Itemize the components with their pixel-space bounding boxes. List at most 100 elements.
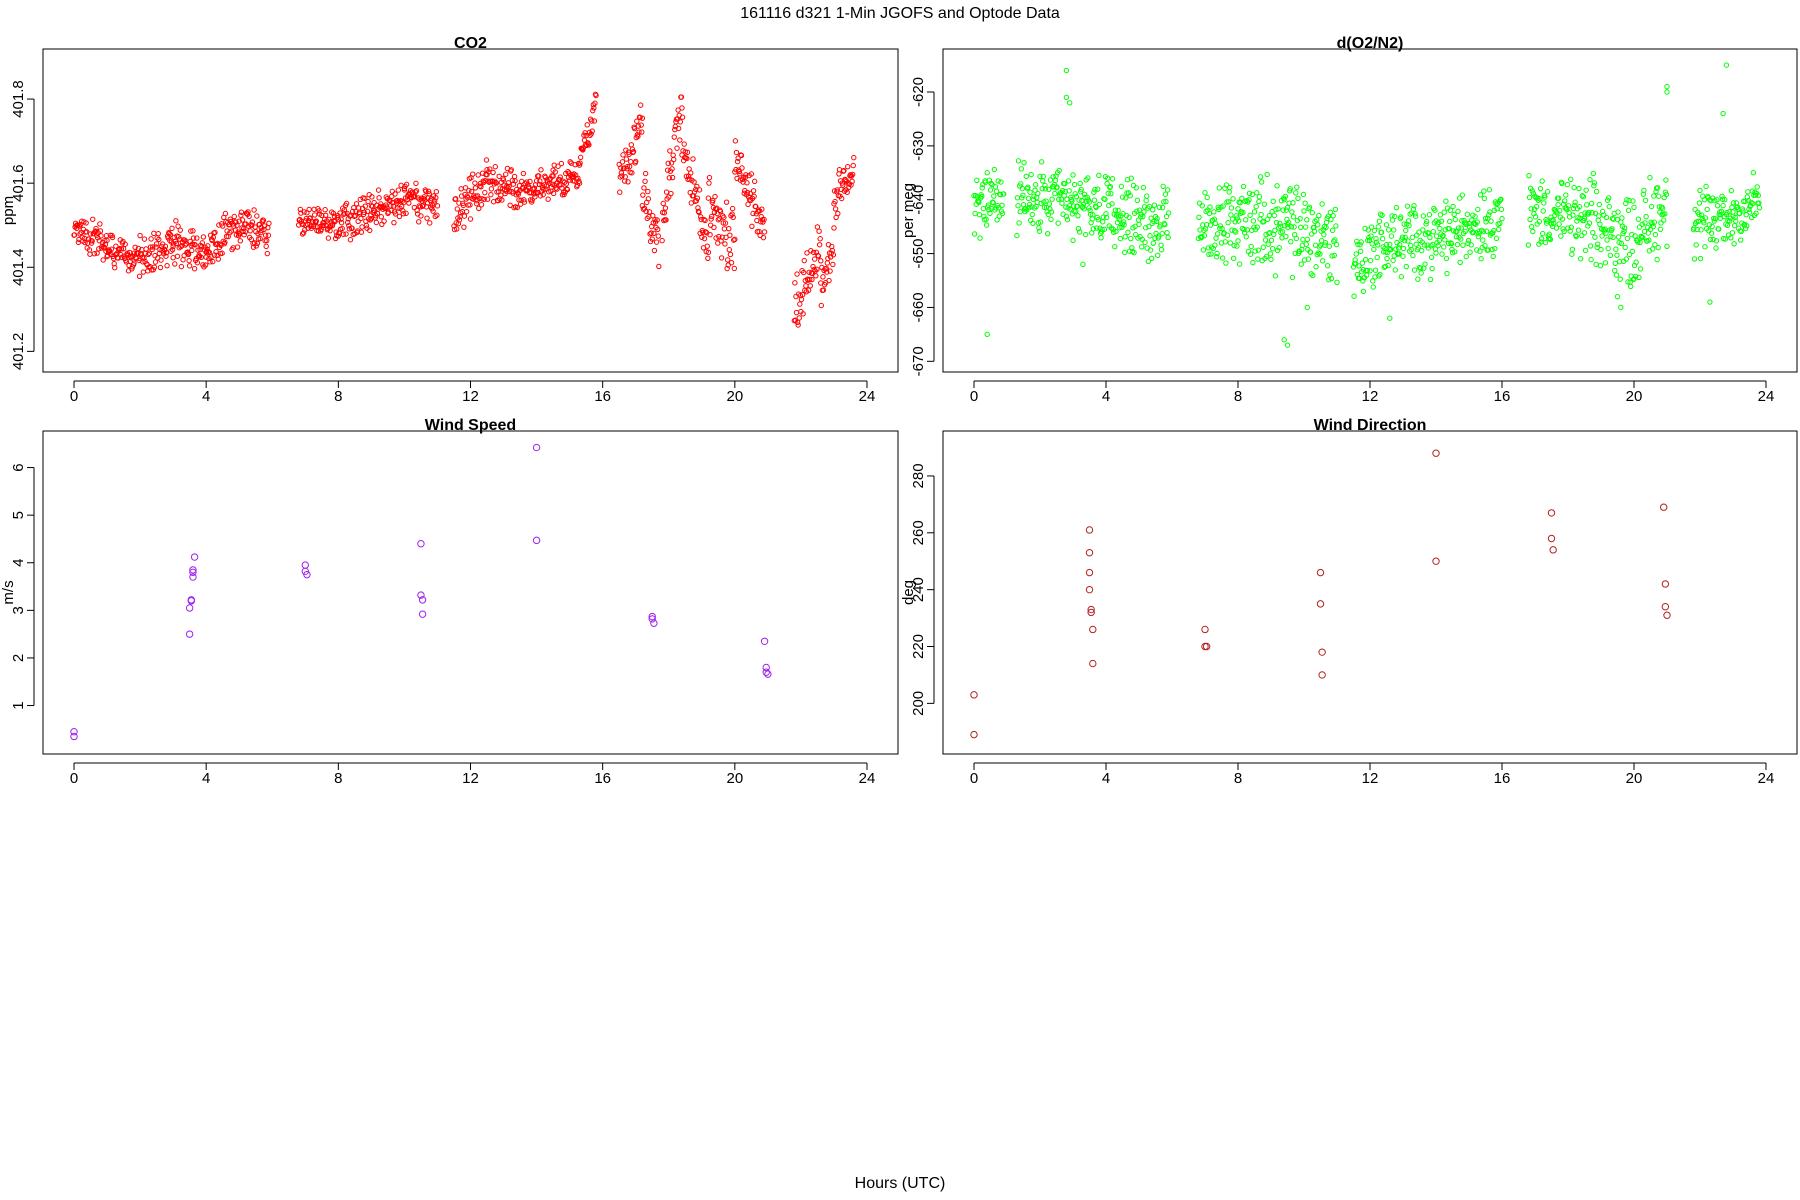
data-point bbox=[1304, 304, 1311, 311]
data-point bbox=[1590, 229, 1596, 236]
data-point bbox=[1373, 236, 1379, 242]
data-point bbox=[1038, 200, 1044, 207]
data-point bbox=[462, 185, 469, 191]
data-point bbox=[794, 271, 800, 277]
data-point bbox=[684, 149, 691, 156]
data-point bbox=[1213, 253, 1220, 260]
data-point bbox=[702, 229, 709, 235]
data-point bbox=[1698, 227, 1704, 233]
data-point bbox=[1137, 214, 1144, 220]
data-points bbox=[970, 449, 1671, 739]
data-point bbox=[810, 249, 817, 256]
data-point bbox=[172, 261, 178, 267]
data-point bbox=[1017, 208, 1023, 215]
data-point bbox=[1603, 214, 1610, 221]
data-point bbox=[185, 251, 192, 258]
data-point bbox=[239, 217, 246, 223]
data-point bbox=[1310, 272, 1316, 279]
data-point bbox=[1650, 246, 1656, 252]
data-point bbox=[1320, 258, 1326, 264]
data-point bbox=[1026, 204, 1032, 211]
data-point bbox=[424, 215, 430, 221]
data-point bbox=[826, 277, 832, 284]
data-point bbox=[1547, 236, 1554, 243]
data-point bbox=[747, 190, 753, 197]
data-point bbox=[335, 233, 342, 239]
data-point bbox=[743, 172, 749, 178]
plot-frame bbox=[942, 430, 1798, 755]
data-point bbox=[478, 184, 484, 190]
data-point bbox=[1037, 219, 1044, 225]
data-point bbox=[1597, 262, 1604, 269]
data-point bbox=[713, 235, 719, 241]
data-point bbox=[804, 250, 810, 256]
data-point bbox=[1307, 249, 1314, 255]
data-point bbox=[118, 246, 125, 252]
data-point bbox=[642, 170, 649, 177]
data-point bbox=[340, 231, 346, 237]
data-point bbox=[1234, 215, 1241, 221]
data-point bbox=[1207, 204, 1213, 210]
data-point bbox=[1309, 231, 1315, 237]
data-point bbox=[1750, 200, 1756, 207]
data-point bbox=[684, 155, 690, 162]
data-point bbox=[633, 158, 639, 165]
data-point bbox=[1251, 209, 1258, 215]
data-point bbox=[1318, 671, 1326, 679]
data-point bbox=[150, 244, 156, 250]
panel-title: CO2 bbox=[454, 35, 487, 52]
data-point bbox=[311, 212, 318, 218]
data-point bbox=[1304, 217, 1310, 223]
data-point bbox=[545, 196, 551, 202]
data-point bbox=[1636, 224, 1643, 230]
data-point bbox=[70, 732, 78, 741]
data-point bbox=[1379, 236, 1386, 242]
data-point bbox=[1355, 241, 1361, 248]
data-point bbox=[1596, 213, 1602, 219]
data-point bbox=[1719, 196, 1726, 202]
data-point bbox=[1015, 158, 1022, 164]
data-point bbox=[1745, 189, 1751, 195]
data-point bbox=[1371, 227, 1378, 234]
data-point bbox=[1371, 246, 1377, 253]
data-point bbox=[1445, 240, 1452, 247]
data-point bbox=[1331, 252, 1337, 259]
data-point bbox=[255, 230, 261, 237]
data-point bbox=[1322, 240, 1329, 246]
data-point bbox=[1288, 224, 1295, 230]
data-point bbox=[1099, 226, 1105, 233]
data-point bbox=[1734, 204, 1741, 210]
data-point bbox=[97, 228, 104, 234]
data-point bbox=[227, 216, 234, 222]
data-point bbox=[726, 225, 732, 232]
data-point bbox=[827, 268, 833, 274]
data-point bbox=[753, 203, 759, 210]
data-point bbox=[481, 196, 487, 203]
y-axis: 1 2 3 4 5 6 bbox=[10, 463, 35, 710]
x-tick-label: 12 bbox=[462, 770, 479, 787]
data-point bbox=[322, 212, 329, 218]
data-point bbox=[580, 147, 586, 153]
data-point bbox=[205, 243, 211, 249]
figure-title: 161116 d321 1-Min JGOFS and Optode Data bbox=[740, 5, 1060, 22]
data-point bbox=[1272, 273, 1279, 279]
data-point bbox=[298, 210, 304, 216]
data-point bbox=[190, 235, 197, 241]
data-point bbox=[996, 213, 1002, 219]
data-point bbox=[1082, 231, 1089, 238]
data-point bbox=[693, 198, 699, 204]
x-tick-label: 24 bbox=[859, 770, 876, 787]
data-point bbox=[242, 229, 248, 235]
y-tick-label: -650 bbox=[910, 239, 927, 269]
data-point bbox=[1581, 230, 1588, 236]
data-point bbox=[70, 728, 78, 736]
data-point bbox=[643, 208, 649, 215]
data-point bbox=[758, 214, 764, 220]
data-point bbox=[388, 207, 394, 214]
data-point bbox=[1460, 242, 1466, 248]
data-point bbox=[640, 192, 646, 198]
data-point bbox=[722, 220, 729, 226]
data-point bbox=[1423, 218, 1430, 225]
data-point bbox=[1291, 224, 1297, 230]
y-tick-label: -660 bbox=[910, 292, 927, 322]
